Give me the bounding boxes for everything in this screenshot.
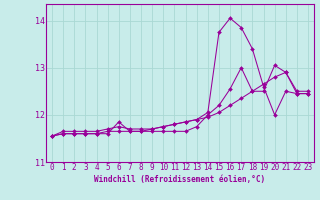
X-axis label: Windchill (Refroidissement éolien,°C): Windchill (Refroidissement éolien,°C) <box>94 175 266 184</box>
